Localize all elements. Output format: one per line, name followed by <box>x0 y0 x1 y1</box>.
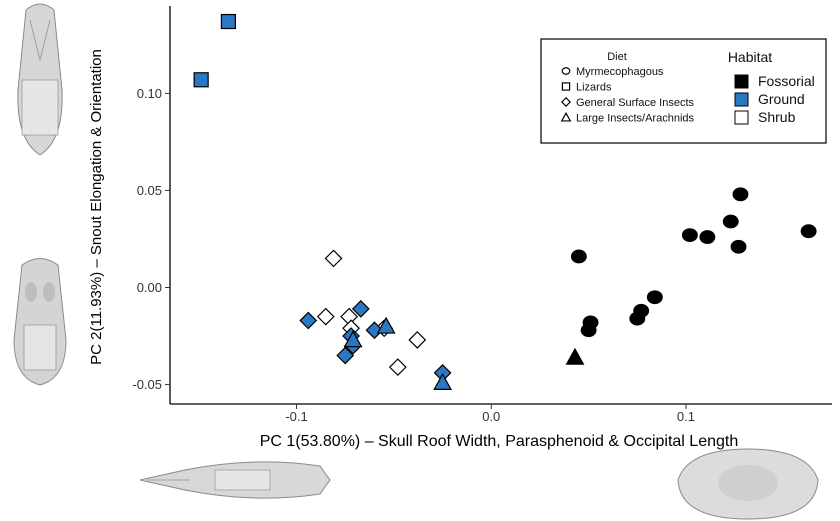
skull-image-dorsal-short <box>13 258 67 386</box>
data-point-diamond <box>316 307 335 326</box>
legend-diet-label: General Surface Insects <box>576 97 695 109</box>
data-point-triangle <box>433 373 453 390</box>
legend-habitat-title: Habitat <box>728 49 772 65</box>
y-axis-title: PC 2(11.93%) – Snout Elongation & Orient… <box>88 49 105 365</box>
data-point-diamond <box>336 346 355 365</box>
data-point-circle <box>646 290 663 305</box>
legend-diet-symbol-diamond <box>561 97 571 107</box>
data-point-diamond <box>299 311 318 330</box>
legend-diet-label: Large Insects/Arachnids <box>576 113 695 125</box>
skull-image-dorsal-elongated <box>17 3 63 156</box>
skull-image-lateral-narrow <box>139 461 331 499</box>
legend-diet-label: Myrmecophagous <box>576 66 664 78</box>
x-tick-label: 0.0 <box>482 409 500 424</box>
data-point-circle <box>800 224 817 239</box>
legend-habitat-label: Ground <box>758 91 805 107</box>
data-point-circle <box>730 239 747 254</box>
skull-image-lateral-wide <box>677 448 819 520</box>
legend-box <box>540 38 827 144</box>
data-point-square <box>220 13 237 30</box>
y-tick-label: 0.10 <box>137 86 162 101</box>
y-tick-label: 0.05 <box>137 183 162 198</box>
legend: Diet Myrmecophagous Lizards General Surface… <box>540 38 827 144</box>
data-point-circle <box>570 249 587 264</box>
legend-habitat-label: Fossorial <box>758 73 815 89</box>
data-points <box>193 13 817 390</box>
data-point-circle <box>681 228 698 242</box>
legend-diet-symbol-triangle <box>560 111 572 122</box>
data-point-circle <box>580 323 597 338</box>
data-point-triangle <box>376 316 396 334</box>
data-point-diamond <box>351 299 370 318</box>
data-point-circle <box>722 214 739 229</box>
y-tick-label: 0.00 <box>137 280 162 295</box>
legend-diet-label: Lizards <box>576 82 612 94</box>
legend-diet-symbol-circle <box>561 67 571 75</box>
data-point-square <box>193 72 209 88</box>
legend-habitat-swatch <box>734 92 749 107</box>
data-point-diamond <box>365 321 384 340</box>
data-point-diamond <box>408 331 427 349</box>
legend-diet-title: Diet <box>607 51 627 63</box>
legend-diet-symbol-square <box>561 82 571 91</box>
data-point-diamond <box>388 358 407 377</box>
data-point-circle <box>732 187 749 202</box>
data-point-diamond <box>324 249 343 268</box>
data-point-triangle <box>565 347 585 365</box>
data-point-triangle <box>343 330 363 348</box>
legend-habitat-label: Shrub <box>758 109 796 125</box>
x-tick-label: -0.1 <box>285 409 307 424</box>
legend-habitat-swatch <box>734 74 749 89</box>
legend-habitat-swatch <box>734 110 749 125</box>
skull-illustrations <box>13 3 819 520</box>
data-point-circle <box>633 303 650 318</box>
data-point-circle <box>699 230 716 244</box>
x-axis-title: PC 1(53.80%) – Skull Roof Width, Parasph… <box>260 433 738 450</box>
x-tick-label: 0.1 <box>677 409 695 424</box>
y-tick-label: -0.05 <box>132 377 162 392</box>
axes: -0.1 0.0 0.1 -0.05 0.00 0.05 0.10 <box>132 6 832 424</box>
